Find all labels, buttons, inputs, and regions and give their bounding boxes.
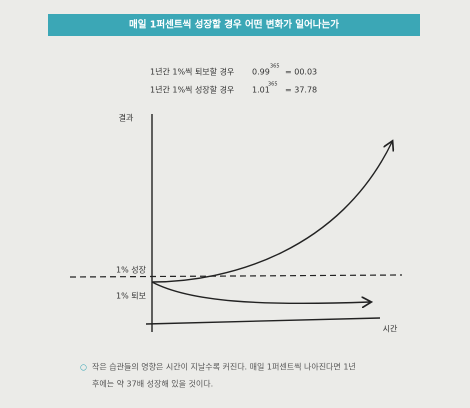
formula-exponent: 365 bbox=[270, 64, 280, 70]
formula-label: 1년간 1%씩 성장할 경우 bbox=[150, 85, 234, 95]
formula-base: 0.99 bbox=[252, 68, 270, 77]
header-title: 매일 1퍼센트씩 성장할 경우 어떤 변화가 일어나는가 bbox=[129, 19, 339, 31]
x-axis bbox=[145, 317, 381, 325]
growth-label: 1% 성장 bbox=[116, 265, 147, 275]
formula-label: 1년간 1%씩 퇴보할 경우 bbox=[150, 67, 234, 77]
formula: 1년간 1%씩 성장할 경우 1.01 365 = 37.78 bbox=[150, 82, 317, 95]
caption-line: 작은 습관들의 영향은 시간이 지날수록 커진다. 매일 1퍼센트씩 나아진다면… bbox=[92, 362, 356, 372]
formula-base: 1.01 bbox=[252, 86, 270, 95]
y-axis-label: 결과 bbox=[119, 113, 134, 123]
formula-exponent: 365 bbox=[268, 82, 278, 88]
diagram bbox=[69, 114, 403, 332]
caption-bullet: ○ bbox=[80, 363, 87, 372]
formula-result: = 00.03 bbox=[285, 68, 317, 77]
decline-label: 1% 퇴보 bbox=[116, 292, 146, 301]
x-axis-label: 시간 bbox=[383, 324, 398, 334]
formula-result: = 37.78 bbox=[285, 86, 317, 95]
growth-curve bbox=[151, 142, 392, 283]
caption-line: 후에는 약 37배 성장해 있을 것이다. bbox=[92, 379, 213, 389]
decline-curve bbox=[151, 281, 370, 303]
formula: 1년간 1%씩 퇴보할 경우 0.99 365 = 00.03 bbox=[150, 64, 317, 77]
baseline-dashed bbox=[69, 274, 403, 278]
header-bar bbox=[48, 14, 420, 36]
